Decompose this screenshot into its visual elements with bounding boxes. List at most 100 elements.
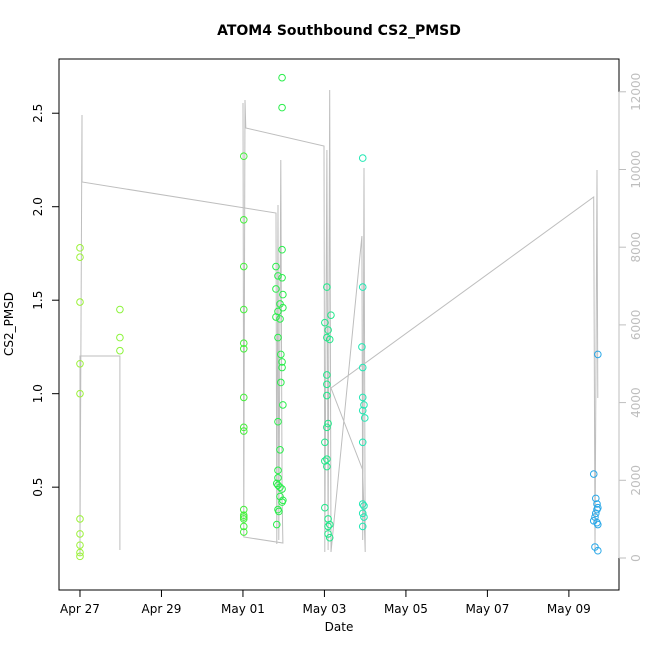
x-tick-label: May 01 [221,602,265,616]
data-point [274,466,282,475]
data-point [360,502,368,510]
data-point [278,245,286,254]
data-point [239,423,248,432]
data-point [360,513,368,521]
data-point [324,419,332,428]
data-point [323,380,331,389]
data-point [278,358,286,366]
data-point [594,350,602,359]
data-point [278,273,286,282]
data-point [272,520,281,529]
data-point [76,515,84,523]
line-series [79,89,599,556]
data-point [116,346,124,355]
data-point [274,272,282,280]
data-point [327,311,335,319]
data-point [279,401,287,409]
data-point [591,494,600,503]
data-point [239,345,248,353]
y-tick-label: 2.5 [31,104,45,123]
x-tick-label: May 05 [384,602,428,616]
data-point [594,546,602,555]
data-point [321,503,329,512]
data-point [272,262,280,271]
data-point [239,528,248,536]
data-point [594,520,602,529]
data-point [239,505,248,514]
data-point [274,474,282,482]
data-point [323,462,331,471]
data-point [278,73,286,82]
y2-tick-label: 0 [629,554,643,562]
data-point [591,509,600,518]
data-point [76,552,84,561]
data-point [593,500,601,508]
x-axis-label: Date [325,620,354,634]
data-point [239,339,248,347]
x-tick-label: Apr 27 [60,602,100,616]
data-point [323,391,331,400]
data-point [325,335,334,344]
data-point [76,253,84,261]
data-point [358,522,367,531]
data-point [358,500,367,508]
data-point [277,378,285,387]
data-point [274,333,282,342]
x-tick-label: May 03 [302,602,346,616]
y2-tick-label: 12000 [629,73,643,111]
data-point [278,103,286,112]
data-point [593,505,601,514]
data-point [239,262,248,271]
data-point [325,520,334,529]
data-point [323,283,331,291]
data-point [76,541,84,549]
data-point [276,445,284,454]
data-point [276,483,284,491]
y-tick-label: 2.0 [31,197,45,216]
data-point [321,438,329,447]
data-point [274,417,282,426]
y-axis-label: CS2_PMSD [2,292,16,356]
data-point [324,522,332,531]
data-point [324,530,332,538]
data-point [325,533,334,542]
data-point [358,406,367,415]
data-point [76,548,84,557]
data-point [239,515,248,523]
data-point [589,470,598,478]
data-point [76,389,84,398]
data-point [323,371,331,379]
data-point [116,305,124,314]
data-point [358,283,367,291]
data-point [272,313,280,321]
data-point [323,455,331,463]
y2-tick-label: 8000 [629,232,643,263]
data-point [360,414,369,422]
y2-tick-label: 4000 [629,387,643,418]
data-point [324,326,332,334]
data-point [321,318,329,327]
data-point [76,359,84,368]
x-tick-label: Apr 29 [142,602,182,616]
data-point [358,438,367,447]
data-point [239,522,248,531]
data-point [76,244,84,252]
data-point [358,509,367,518]
data-point [358,363,367,372]
data-point [239,305,248,314]
data-point [274,481,282,490]
y2-tick-label: 10000 [629,150,643,188]
data-point [76,298,84,306]
data-point [116,333,124,342]
data-point [239,393,248,402]
data-point [358,343,366,351]
data-point [278,363,286,372]
chart-title: ATOM4 Southbound CS2_PMSD [217,23,461,39]
y-tick-label: 1.0 [31,384,45,403]
data-point [278,498,286,506]
plot-frame [58,58,620,591]
y-tick-label: 1.5 [31,291,45,310]
data-point [278,485,286,493]
data-point [239,427,248,435]
